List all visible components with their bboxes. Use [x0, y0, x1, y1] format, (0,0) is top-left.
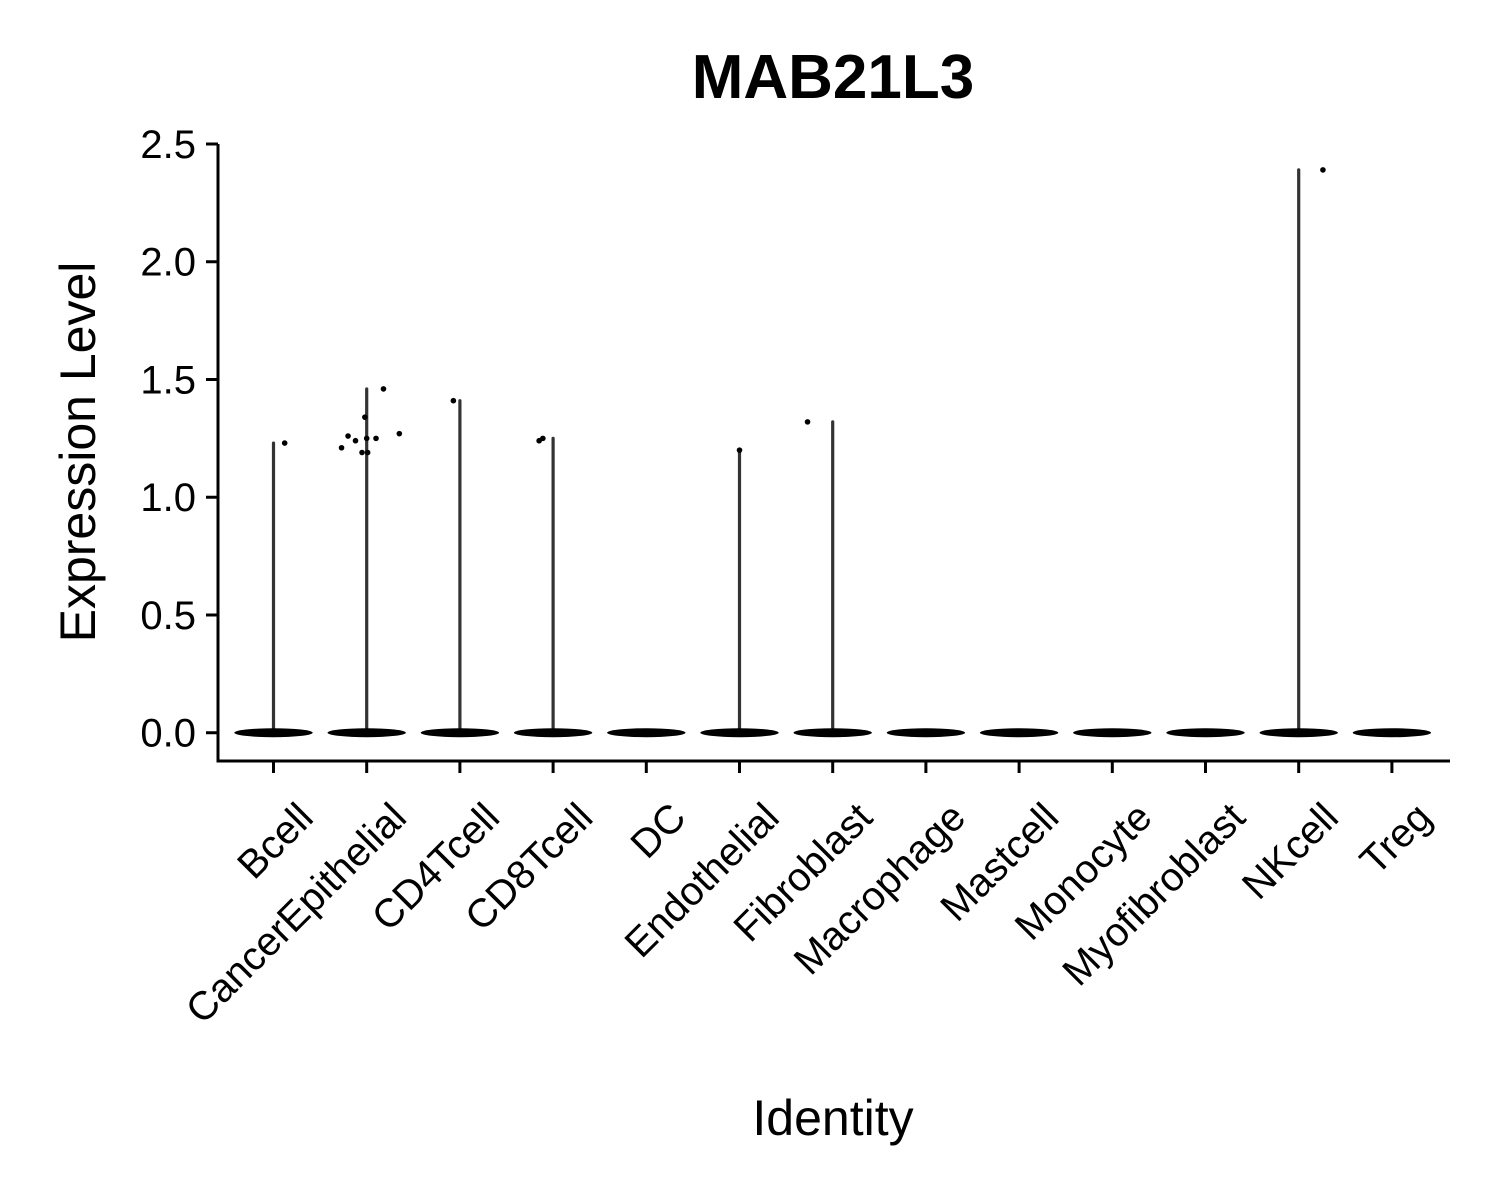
y-tick-label: 2.0: [140, 241, 196, 285]
violin-CD4Tcell: [420, 399, 500, 738]
violin-CancerEpithelial: [327, 387, 406, 738]
data-point: [352, 437, 359, 444]
y-tick-label: 0.0: [140, 712, 196, 756]
violin-Macrophage: [886, 728, 966, 738]
violin-base: [1166, 728, 1245, 738]
violin-base: [234, 728, 313, 738]
violin-base: [886, 728, 966, 738]
data-point: [1320, 167, 1326, 173]
violin-NKcell: [1259, 168, 1338, 738]
violin-base: [979, 728, 1059, 738]
data-point: [363, 435, 370, 442]
y-axis-ticks: 0.0 0.5 1.0 1.5 2.0 2.5: [140, 123, 218, 756]
violin-Bcell: [234, 441, 313, 738]
violin-base: [700, 728, 779, 738]
x-tick-label: DC: [622, 795, 694, 867]
data-point: [450, 397, 457, 404]
y-tick-label: 0.5: [140, 594, 196, 638]
data-point: [364, 449, 371, 456]
data-point: [362, 414, 368, 420]
y-axis-title: Expression Level: [50, 262, 106, 643]
chart-title: MAB21L3: [692, 43, 975, 112]
data-point: [373, 435, 379, 442]
violin-Mastcell: [979, 728, 1059, 738]
violin-base: [1259, 728, 1338, 738]
data-point: [540, 435, 546, 442]
y-tick-label: 2.5: [140, 123, 196, 167]
violin-base: [513, 728, 593, 738]
plot-area: [234, 167, 1432, 738]
violin-DC: [607, 728, 686, 738]
violin-base: [607, 728, 686, 738]
violin-Monocyte: [1073, 728, 1152, 738]
data-point: [396, 430, 403, 437]
x-tick-label: Treg: [1352, 795, 1440, 883]
data-point: [338, 444, 345, 451]
data-point: [281, 440, 288, 446]
violin-base: [793, 728, 872, 738]
data-point: [345, 433, 351, 439]
x-axis-title: Identity: [752, 1090, 913, 1146]
data-point: [380, 386, 387, 392]
violin-Fibroblast: [793, 420, 872, 738]
y-tick-label: 1.5: [140, 358, 196, 402]
violin-CD8Tcell: [513, 436, 593, 738]
violin-Endothelial: [700, 448, 779, 738]
data-point: [359, 449, 365, 456]
data-point: [736, 447, 743, 453]
violin-Treg: [1352, 728, 1432, 738]
violin-base: [1073, 728, 1152, 738]
violin-Myofibroblast: [1166, 728, 1245, 738]
x-tick-label: NKcell: [1234, 795, 1347, 908]
y-tick-label: 1.0: [140, 476, 196, 520]
violin-base: [420, 728, 500, 738]
violin-base: [327, 728, 406, 738]
violin-base: [1352, 728, 1432, 738]
data-point: [804, 419, 811, 425]
